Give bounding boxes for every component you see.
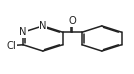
Text: N: N xyxy=(39,21,47,31)
Text: O: O xyxy=(68,16,76,26)
Text: N: N xyxy=(19,27,27,37)
Text: Cl: Cl xyxy=(7,40,17,51)
